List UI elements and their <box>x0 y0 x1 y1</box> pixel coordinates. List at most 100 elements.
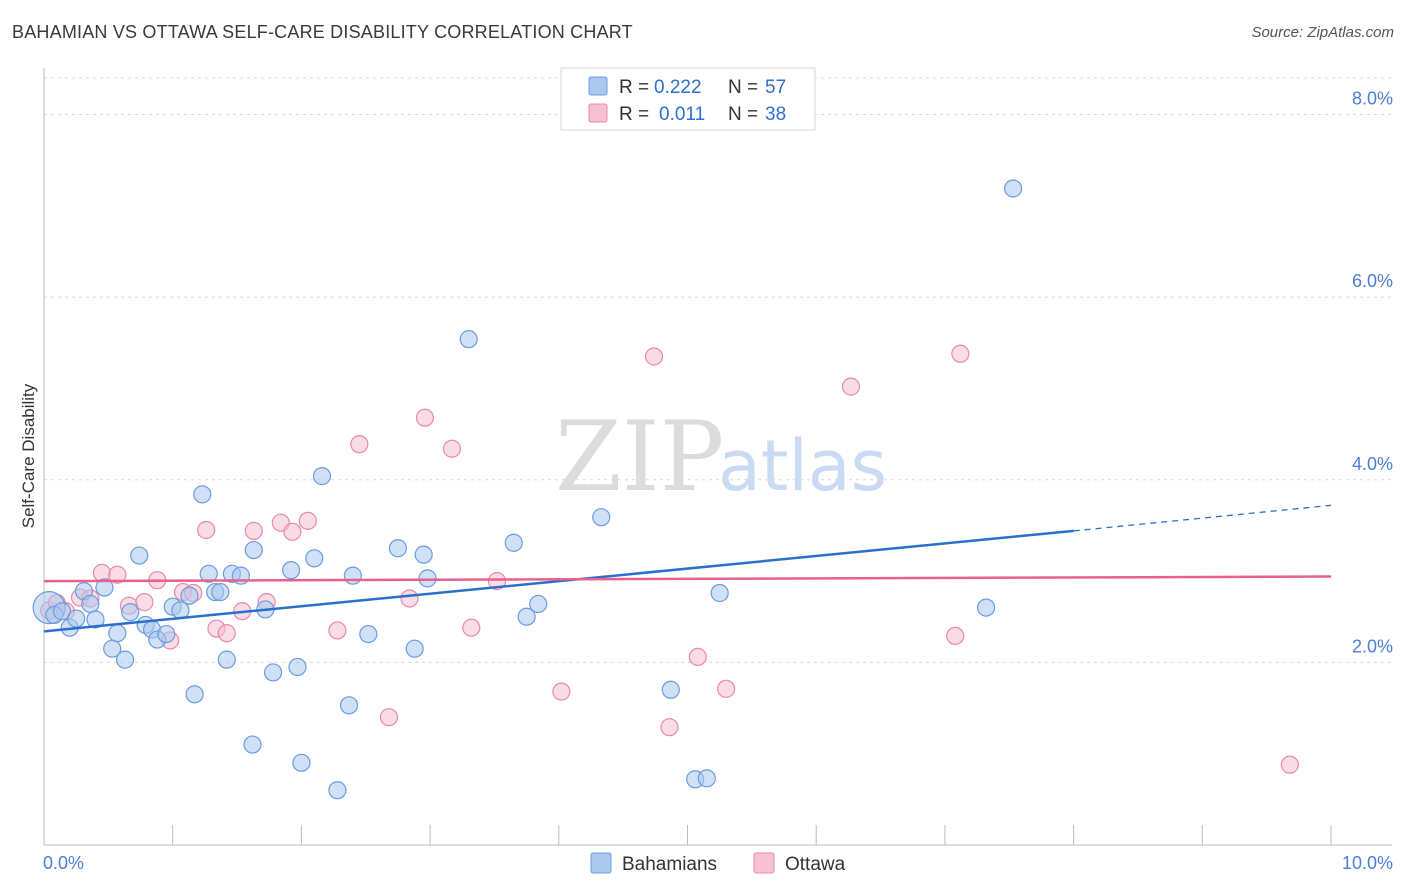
series-bahamians <box>32 179 1023 800</box>
ottawa-point <box>415 408 435 427</box>
axes <box>43 68 1392 846</box>
bahamians-point <box>52 602 72 621</box>
legend-r-value-1: 0.222 <box>654 77 702 98</box>
ottawa-point <box>841 377 861 396</box>
watermark: ZIP atlas <box>555 401 887 513</box>
ottawa-point <box>552 682 571 701</box>
bahamians-point <box>185 685 204 704</box>
bahamians-point <box>359 624 378 644</box>
ottawa-point <box>217 624 236 643</box>
bahamians-point <box>710 583 729 603</box>
watermark-atlas: atlas <box>718 425 887 507</box>
bahamians-point <box>312 467 332 486</box>
ottawa-point <box>1280 755 1299 774</box>
source-label: Source: ZipAtlas.com <box>1251 24 1394 41</box>
bahamians-point <box>95 578 114 597</box>
bahamians-point <box>661 680 680 699</box>
legend-swatch-ottawa <box>588 103 608 123</box>
x-tick-label: 0.0% <box>43 853 84 873</box>
ottawa-point <box>717 679 736 698</box>
bahamians-point <box>459 330 478 349</box>
ottawa-point <box>298 511 317 530</box>
bahamians-point <box>418 569 437 588</box>
legend-r-label-1: R = <box>619 77 649 98</box>
bahamians-point <box>243 735 262 754</box>
bahamians-point <box>414 545 433 564</box>
bahamians-point <box>288 657 307 677</box>
ottawa-trend-line <box>43 575 1332 583</box>
bahamians-point <box>343 566 362 585</box>
legend-bottom-ottawa: Ottawa <box>785 854 846 875</box>
bahamians-point <box>81 594 100 614</box>
bahamians-point <box>592 508 611 527</box>
ottawa-point <box>108 565 127 584</box>
bahamians-point <box>157 624 176 644</box>
bahamians-point <box>67 609 86 628</box>
y-axis-label: Self-Care Disability <box>19 383 38 528</box>
legend-n-value-2: 38 <box>765 104 786 125</box>
y-tick-label: 8.0% <box>1352 89 1393 109</box>
bahamians-trend-line <box>43 529 1074 633</box>
ottawa-point <box>197 520 216 540</box>
legend-r-value-2: 0.011 <box>659 104 705 125</box>
watermark-zip: ZIP <box>555 401 724 513</box>
bahamians-point <box>263 663 283 682</box>
bahamians-point <box>529 594 548 614</box>
bahamians-point <box>86 610 105 629</box>
ottawa-point <box>688 647 707 667</box>
bahamians-point <box>180 586 199 605</box>
ottawa-point <box>328 621 347 640</box>
legend-bottom: Bahamians Ottawa <box>590 852 846 875</box>
bahamians-point <box>292 753 311 772</box>
bahamians-point <box>388 539 408 558</box>
bahamians-point <box>108 624 127 643</box>
ottawa-point <box>487 572 507 591</box>
y-tick-label: 6.0% <box>1352 271 1393 291</box>
bahamians-point <box>405 639 424 658</box>
y-tick-label: 2.0% <box>1352 636 1393 656</box>
legend-n-value-1: 57 <box>765 77 786 98</box>
ottawa-point <box>644 347 664 366</box>
legend-n-label-2: N = <box>728 104 758 125</box>
x-tick-label: 10.0% <box>1342 853 1393 873</box>
bahamians-point <box>217 650 236 669</box>
bahamians-point <box>115 650 135 669</box>
ottawa-point <box>244 521 263 540</box>
bahamians-point <box>199 564 218 583</box>
bahamians-point <box>517 607 536 626</box>
bahamians-point <box>193 485 212 504</box>
bahamians-point <box>504 533 523 552</box>
bahamians-point <box>130 546 149 565</box>
ottawa-point <box>283 522 302 541</box>
bahamians-trend-extension <box>1073 504 1332 532</box>
bahamians-point <box>976 598 996 617</box>
bahamians-point <box>328 781 347 800</box>
bahamians-point <box>1004 179 1023 198</box>
bahamians-point <box>211 582 230 602</box>
bahamians-point <box>244 540 263 560</box>
ottawa-point <box>400 589 419 608</box>
legend-swatch-bahamians <box>588 76 608 96</box>
legend-bottom-swatch-ottawa <box>753 852 775 874</box>
bahamians-point <box>339 696 359 715</box>
ottawa-point <box>946 626 965 646</box>
ottawa-point <box>379 708 399 727</box>
bahamians-point <box>697 769 716 788</box>
trend-lines <box>43 504 1332 633</box>
ottawa-point <box>135 593 154 612</box>
y-tick-label: 4.0% <box>1352 454 1393 474</box>
legend-r-label-2: R = <box>619 104 649 125</box>
ottawa-point <box>660 718 679 737</box>
legend-n-label-1: N = <box>728 77 758 98</box>
bahamians-point <box>305 549 324 568</box>
tick-labels: 2.0% 4.0% 6.0% 8.0% 0.0% 10.0% <box>43 89 1393 873</box>
ottawa-point <box>951 344 970 363</box>
ottawa-point <box>462 618 481 637</box>
legend-bottom-swatch-bahamians <box>590 852 612 874</box>
legend-top: R = 0.222 N = 57 R = 0.011 N = 38 <box>560 67 816 131</box>
chart-title: BAHAMIAN VS OTTAWA SELF-CARE DISABILITY … <box>12 22 633 42</box>
bahamians-point <box>121 603 140 622</box>
ottawa-point <box>350 435 369 454</box>
bahamians-point <box>282 561 301 580</box>
